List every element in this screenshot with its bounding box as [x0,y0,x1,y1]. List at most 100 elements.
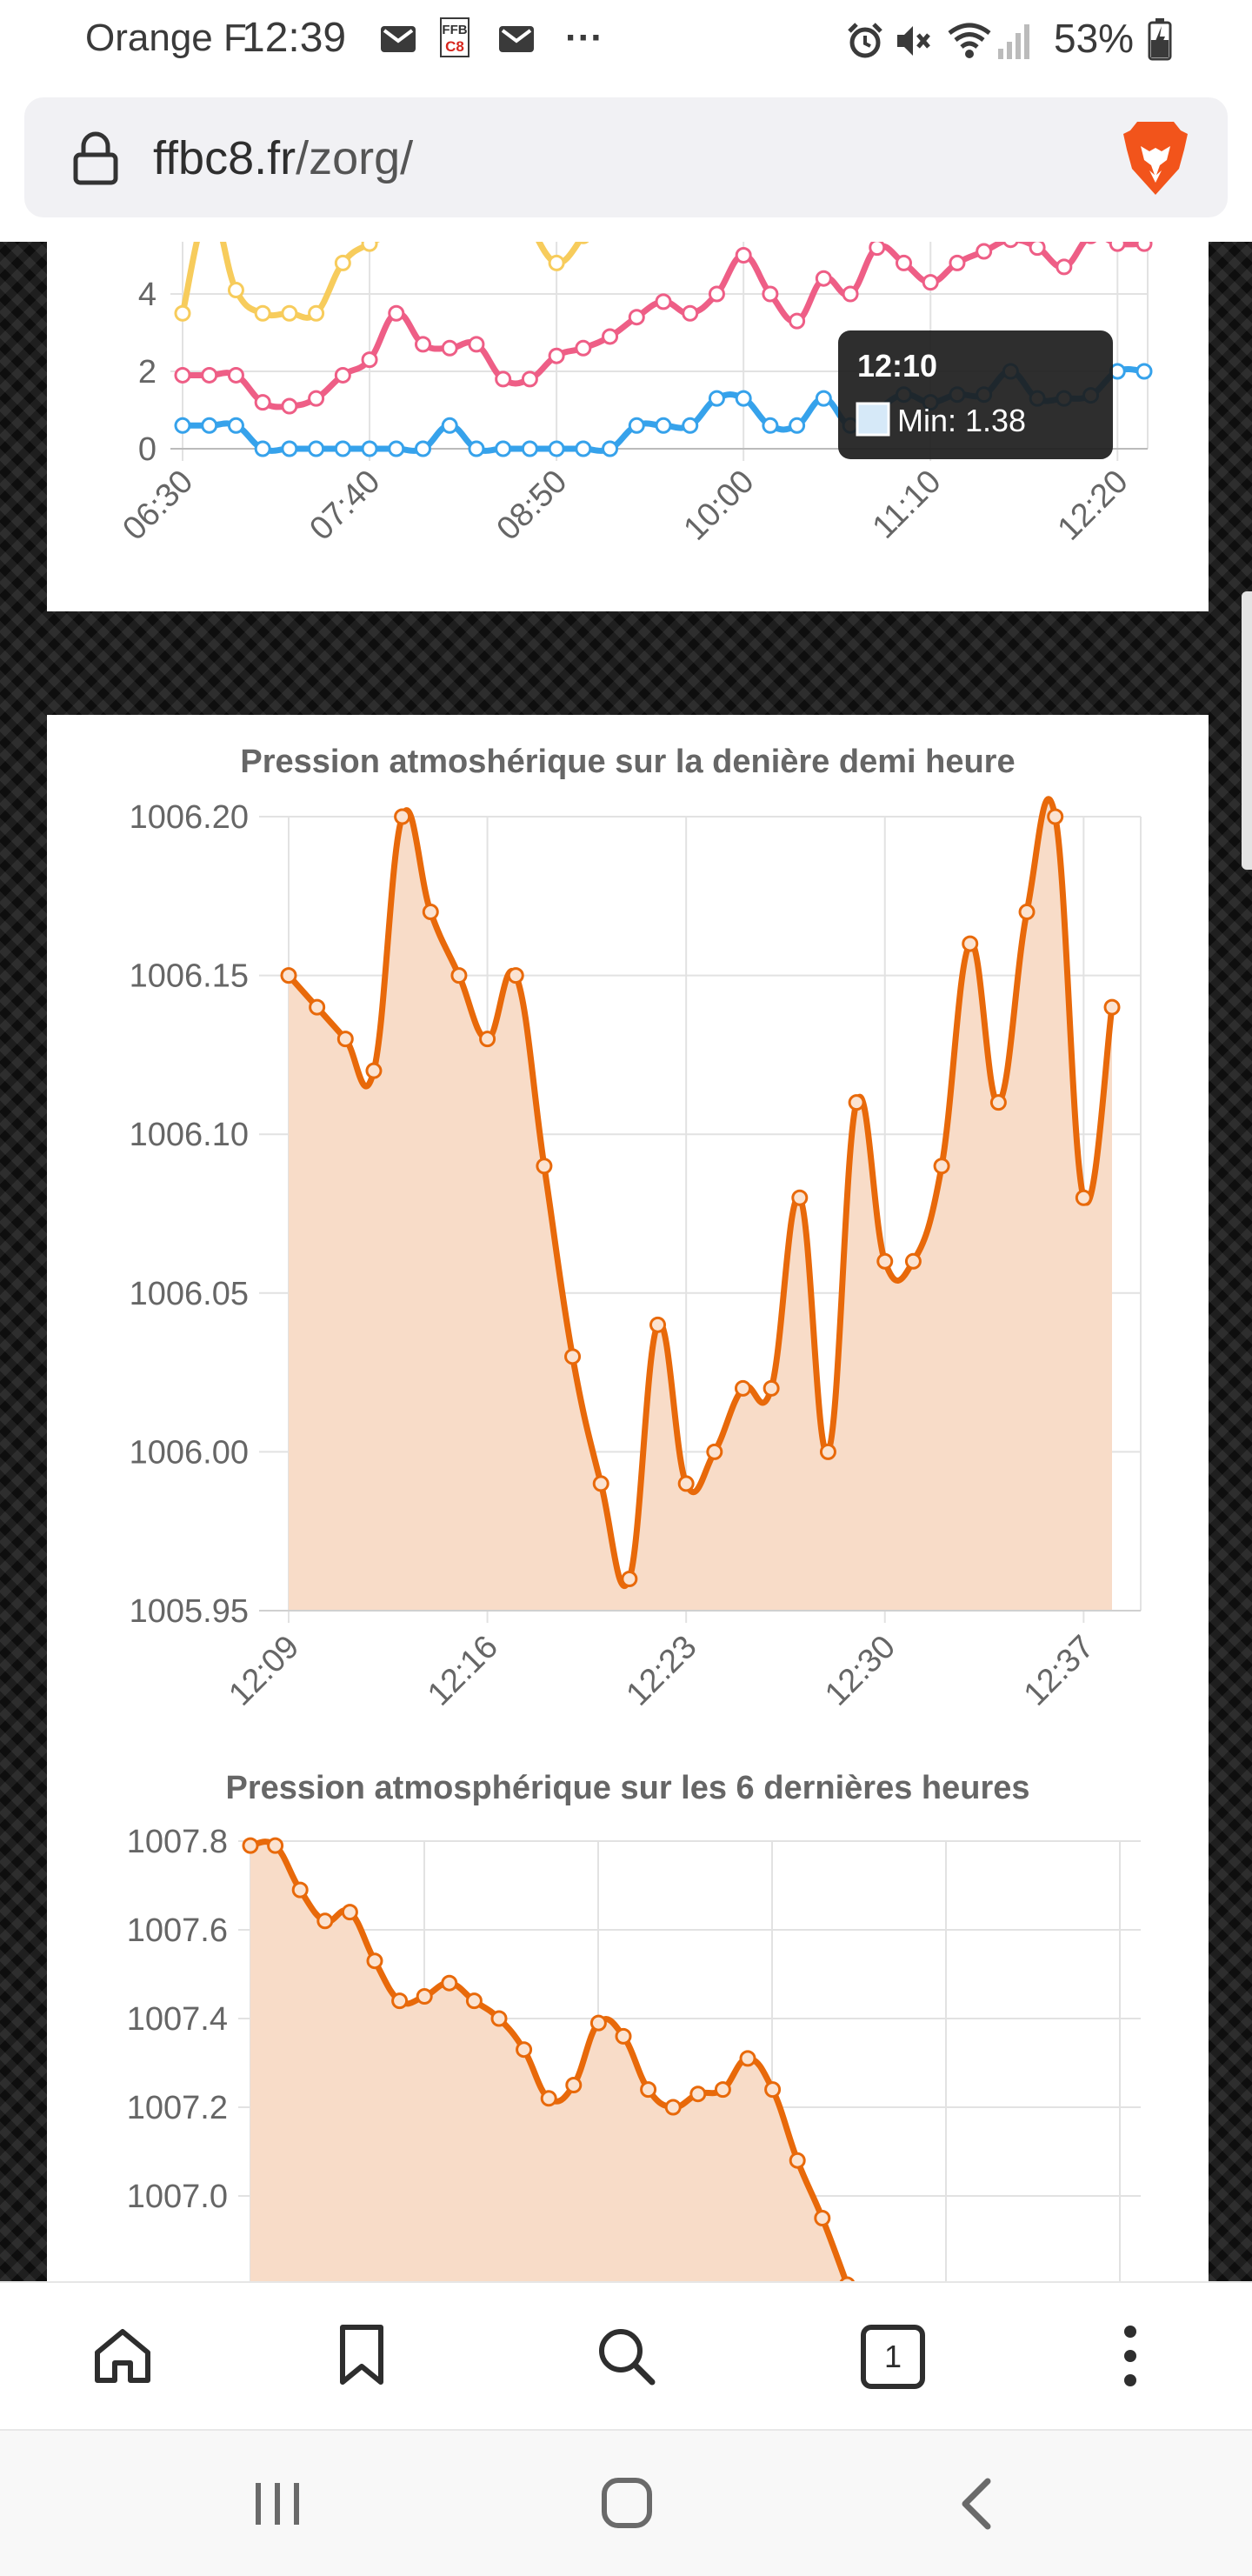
recent-apps-icon[interactable] [252,2479,304,2528]
data-point[interactable] [507,967,524,984]
data-point[interactable] [394,808,411,825]
data-point[interactable] [615,2027,632,2045]
page-content[interactable]: 0 2 4 06:30 07:40 08:50 10:00 11:10 12:20 12:10 Mi… [0,242,1252,2281]
data-point[interactable] [962,935,979,952]
data-point[interactable] [904,1252,922,1270]
data-point[interactable] [336,1031,354,1048]
more-notifications-indicator: ··· [565,17,603,59]
y-tick-label: 1006.00 [130,1434,249,1471]
y-tick-label: 1007.0 [127,2179,228,2215]
data-point[interactable] [677,1475,695,1492]
data-point[interactable] [819,1443,836,1460]
data-point[interactable] [490,2010,508,2027]
data-point[interactable] [341,1904,358,1921]
data-point[interactable] [267,1837,284,1854]
data-point [708,285,725,303]
data-point[interactable] [565,2077,583,2093]
data-point[interactable] [365,1062,383,1079]
data-point [1135,242,1153,252]
data-point[interactable] [876,1252,894,1270]
data-point [762,285,779,303]
data-point [842,285,859,303]
data-point[interactable] [1075,1189,1092,1206]
data-point [949,254,966,271]
data-point [174,417,191,434]
data-point [548,254,565,271]
x-tick-label: 10:00 [677,464,762,548]
data-point[interactable] [391,1992,409,2010]
data-point[interactable] [933,1158,950,1175]
data-point[interactable] [739,2050,756,2067]
tooltip-box [838,330,1113,459]
pressure-six-hours-chart[interactable]: Pression atmosphérique sur les 6 dernièr… [47,1741,1209,2281]
data-point[interactable] [564,1348,582,1365]
data-point[interactable] [280,967,297,984]
data-point [896,254,912,271]
x-tick-label: 12:30 [818,1629,902,1713]
search-icon[interactable] [595,2325,657,2387]
data-point[interactable] [536,1158,553,1175]
data-point [334,440,351,457]
data-point[interactable] [764,2081,782,2099]
address-bar[interactable]: ffbc8.fr/zorg/ [24,97,1228,217]
data-point [468,336,485,353]
home-button-icon[interactable] [600,2476,654,2530]
data-point[interactable] [540,2090,557,2107]
battery-percentage: 53% [1054,16,1135,61]
data-point [575,440,592,457]
data-point[interactable] [589,2014,607,2032]
data-point[interactable] [640,2081,657,2099]
data-point[interactable] [366,1952,383,1970]
data-point[interactable] [516,2041,533,2059]
page-scrollbar[interactable] [1242,591,1252,870]
data-point[interactable] [714,2081,731,2099]
back-icon[interactable] [956,2478,995,2530]
data-point[interactable] [1103,998,1121,1016]
data-point[interactable] [291,1881,309,1899]
area-fill [289,798,1112,1611]
data-point [388,304,405,322]
bookmark-icon[interactable] [336,2323,388,2387]
data-point[interactable] [734,1379,751,1397]
data-point[interactable] [789,2152,806,2169]
data-point [227,417,244,434]
email-icon [381,26,416,52]
data-point[interactable] [664,2099,682,2116]
pressure-half-hour-chart[interactable]: Pression atmoshérique sur la denière dem… [47,715,1209,1741]
data-point [976,243,993,260]
data-point[interactable] [706,1443,723,1460]
data-point[interactable] [450,967,468,984]
home-icon[interactable] [92,2325,153,2386]
system-navigation-bar [0,2429,1252,2576]
data-point[interactable] [416,1988,433,2005]
data-point[interactable] [479,1031,496,1048]
url-path: /zorg/ [296,132,414,184]
data-point[interactable] [814,2210,831,2226]
data-point[interactable] [309,998,326,1016]
data-point[interactable] [1047,808,1064,825]
brave-lion-icon[interactable] [1118,117,1193,200]
data-point[interactable] [441,1974,458,1992]
more-menu-icon[interactable] [1115,2321,1146,2391]
data-point[interactable] [242,1837,259,1854]
data-point[interactable] [316,1912,334,1930]
chart-tooltip: 12:10 Min: 1.38 [838,330,1113,459]
data-point[interactable] [592,1475,609,1492]
multi-series-line-chart[interactable]: 0 2 4 06:30 07:40 08:50 10:00 11:10 12:20 12:10 Mi… [47,242,1209,611]
url-text[interactable]: ffbc8.fr/zorg/ [153,132,413,184]
data-point [308,390,325,407]
data-point [415,440,431,457]
tabs-button[interactable]: 1 [861,2325,925,2389]
y-tick-label: 1006.10 [130,1117,249,1153]
data-point[interactable] [1018,904,1036,921]
data-point[interactable] [791,1189,809,1206]
data-point[interactable] [839,2276,856,2281]
data-point[interactable] [621,1570,638,1587]
data-point[interactable] [465,1992,483,2010]
data-point[interactable] [848,1094,865,1111]
data-point[interactable] [422,904,439,921]
data-point[interactable] [989,1094,1007,1111]
data-point[interactable] [689,2085,707,2103]
data-point[interactable] [763,1379,780,1397]
data-point[interactable] [649,1316,667,1333]
